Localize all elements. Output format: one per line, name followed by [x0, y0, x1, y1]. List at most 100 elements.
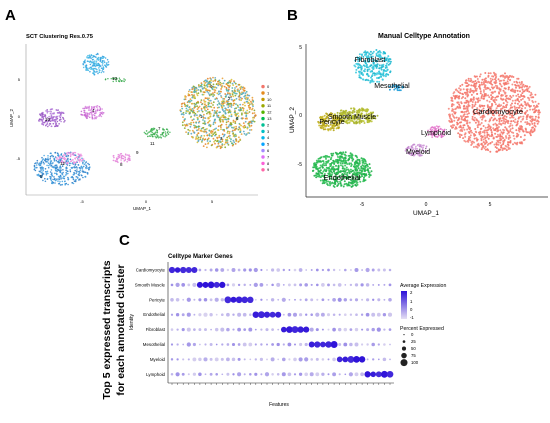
panel-c-x-label: Features	[269, 402, 289, 408]
dot-point	[383, 298, 386, 301]
dot-point	[170, 373, 174, 376]
dot-point	[298, 357, 303, 362]
dot-point	[209, 357, 213, 361]
dot-point	[315, 372, 320, 377]
percent-legend-label-50: 50	[411, 346, 416, 351]
legend-a-label-8: 8	[267, 161, 270, 166]
cluster-label-3: 3	[220, 136, 223, 141]
panel-a-y-ticks: 5 0 -5	[16, 77, 20, 161]
dot-point	[309, 372, 314, 377]
umap-a-green-small	[104, 77, 126, 83]
umap-a-myeloid-cloud	[112, 152, 131, 164]
dot-point	[210, 328, 212, 331]
panel-b-x-ticks: -5 0 5	[360, 202, 492, 208]
dot-point	[372, 358, 375, 361]
dot-point	[338, 313, 341, 316]
dot-point	[253, 267, 258, 273]
dot-point	[226, 312, 230, 317]
identity-label-lymphoid: Lymphoid	[146, 372, 165, 377]
dot-point	[175, 282, 180, 288]
dot-point	[371, 327, 375, 332]
legend-a-swatch-8	[261, 161, 265, 166]
legend-a-label-2: 2	[267, 122, 270, 127]
percent-legend-title: Percent Expressed	[400, 326, 444, 332]
legend-a-swatch-1	[261, 91, 265, 95]
dot-point	[196, 281, 203, 288]
dot-point	[204, 328, 207, 332]
dot-point	[287, 283, 291, 287]
dot-point	[310, 269, 313, 271]
dot-point	[344, 373, 347, 376]
dot-point	[203, 312, 208, 317]
dot-point	[338, 373, 341, 376]
annotation-label-pericyte: Pericyte	[319, 119, 344, 126]
dot-point	[327, 358, 330, 361]
dot-point	[237, 357, 241, 361]
dot-point	[321, 328, 324, 331]
umap-a-green-strip	[143, 127, 171, 139]
dot-point	[332, 268, 336, 272]
legend-a-label-3: 3	[267, 129, 270, 134]
dot-point	[260, 373, 263, 376]
dot-row-cardiomyocyte	[168, 266, 392, 274]
dot-point	[170, 313, 174, 316]
dot-point	[297, 326, 304, 333]
cluster-label-6: 6	[236, 116, 239, 121]
dot-point	[220, 268, 225, 272]
percent-legend-dot-75	[401, 352, 407, 359]
dot-point	[380, 370, 388, 378]
dot-point	[260, 268, 263, 272]
annotation-label-smooth-muscle: Smooth Muscle	[328, 114, 376, 121]
dot-point	[293, 283, 297, 287]
dot-point	[377, 268, 381, 272]
annotation-label-endothelial: Endothelial	[323, 173, 360, 182]
legend-a-swatch-9	[261, 168, 265, 172]
dot-point	[226, 268, 230, 272]
dot-point	[264, 372, 270, 377]
dot-point	[281, 297, 286, 302]
dot-point	[377, 358, 380, 361]
dot-point	[226, 327, 230, 332]
dot-point	[365, 312, 370, 317]
dot-point	[276, 282, 281, 287]
dot-point	[181, 372, 185, 376]
dot-point	[327, 298, 330, 301]
dot-point	[242, 342, 247, 347]
dot-point	[288, 298, 291, 301]
dot-point	[365, 267, 370, 273]
dot-point	[353, 356, 360, 363]
dot-point	[299, 342, 303, 347]
umap-b-fibroblast-cloud	[353, 49, 392, 84]
legend-a-swatch-3	[261, 129, 265, 134]
panel-a-umap-points	[33, 52, 257, 186]
dot-point	[249, 358, 252, 361]
dot-point	[263, 311, 271, 318]
dot-point	[220, 357, 224, 361]
dot-point	[198, 268, 202, 272]
dot-point	[327, 328, 330, 331]
legend-a-swatch-11	[261, 104, 265, 108]
panel-a-x-tick-neg5: -5	[80, 199, 84, 204]
dot-point	[254, 328, 257, 331]
dot-point	[249, 283, 252, 286]
dot-point	[243, 283, 246, 287]
dot-point	[344, 268, 347, 272]
dot-point	[168, 266, 176, 274]
identity-label-fibroblast: Fibroblast	[146, 327, 166, 332]
expression-tick-0: 0	[410, 307, 413, 312]
legend-a-swatch-5	[261, 142, 265, 146]
cluster-label-8: 8	[120, 162, 123, 167]
dot-point	[315, 268, 319, 272]
dot-point	[260, 328, 263, 331]
dot-point	[310, 283, 313, 286]
dot-point	[332, 327, 336, 332]
dot-point	[325, 341, 332, 348]
cluster-label-11: 11	[150, 141, 155, 146]
cluster-label-1: 1	[200, 114, 203, 119]
panel-c-feature-ticks	[171, 383, 391, 385]
dot-point	[371, 312, 376, 317]
dot-point	[377, 298, 381, 302]
